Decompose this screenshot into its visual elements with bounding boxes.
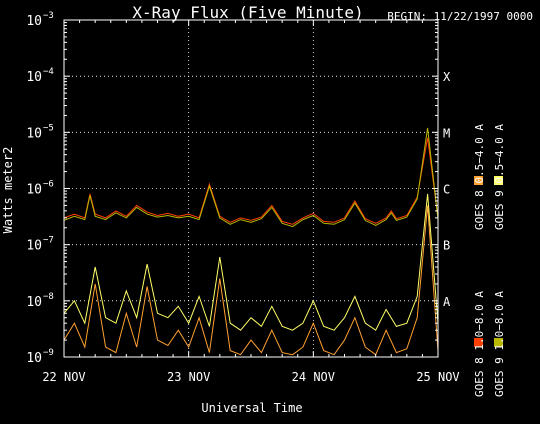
flare-class-label: C <box>443 183 450 197</box>
series-line-2 <box>63 127 439 228</box>
x-tick-label: 25 NOV <box>416 370 459 384</box>
series-line-0 <box>63 137 439 225</box>
y-tick-label: 10 <box>26 183 42 198</box>
y-tick-label: 10 <box>26 14 42 29</box>
y-tick-label: 10 <box>26 239 42 254</box>
y-tick-exponent: −5 <box>43 123 54 133</box>
series-layer <box>63 127 439 356</box>
flare-class-label: B <box>443 239 450 253</box>
chart-title: X-Ray Flux (Five Minute) <box>132 3 363 22</box>
begin-date-label: BEGIN: 11/22/1997 0000 <box>387 10 533 23</box>
legend-swatch <box>474 338 483 347</box>
flare-class-label: M <box>443 126 450 140</box>
legend-label: GOES 9 1.0−8.0 A <box>493 291 506 397</box>
x-tick-label: 22 NOV <box>42 370 85 384</box>
y-tick-exponent: −7 <box>43 236 54 246</box>
legend-swatch <box>474 176 483 185</box>
legend-swatch <box>494 338 503 347</box>
x-tick-label: 24 NOV <box>292 370 335 384</box>
y-tick-label: 10 <box>26 126 42 141</box>
y-tick-label: 10 <box>26 295 42 310</box>
y-tick-exponent: −4 <box>43 67 54 77</box>
grid-lines <box>64 20 438 357</box>
x-tick-label: 23 NOV <box>167 370 210 384</box>
flare-class-label: X <box>443 70 451 84</box>
y-tick-exponent: −3 <box>43 11 54 21</box>
legend-label: GOES 9 0.5−4.0 A <box>493 124 506 230</box>
y-tick-exponent: −9 <box>43 348 54 358</box>
y-tick-exponent: −6 <box>43 180 54 190</box>
series-line-3 <box>63 193 439 331</box>
legend: GOES 8 1.0−8.0 A GOES 8 0.5−4.0 A GOES 9 1… <box>473 124 506 397</box>
legend-label: GOES 8 0.5−4.0 A <box>473 124 486 230</box>
legend-label: GOES 8 1.0−8.0 A <box>473 291 486 397</box>
y-axis-label: Watts meter2 <box>1 147 15 234</box>
y-tick-label: 10 <box>26 351 42 366</box>
y-tick-label: 10 <box>26 70 42 85</box>
x-axis-label: Universal Time <box>201 401 302 415</box>
flare-class-label: A <box>443 295 451 309</box>
legend-swatch <box>494 176 503 185</box>
y-tick-exponent: −8 <box>43 292 54 302</box>
series-line-1 <box>63 205 439 356</box>
